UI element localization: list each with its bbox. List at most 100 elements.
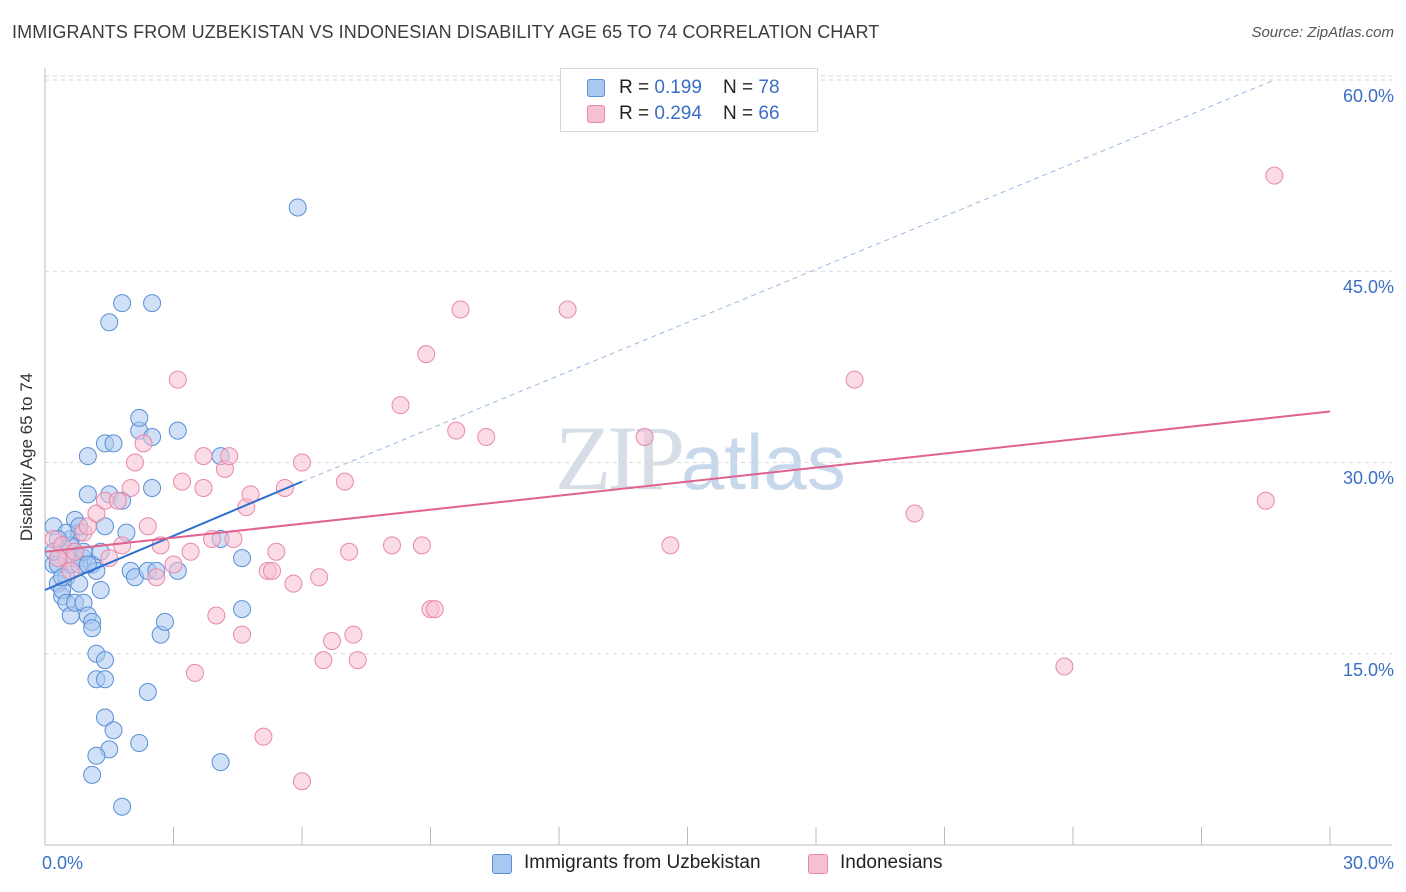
indonesians-point	[322, 632, 341, 650]
uzbekistan-point	[104, 721, 123, 740]
indonesians-point	[1265, 166, 1284, 185]
bottom-legend-label-indonesians: Indonesians	[840, 852, 943, 873]
watermark-zip: ZIP	[555, 407, 685, 509]
uzbekistan-point	[78, 447, 97, 466]
indonesians-point	[185, 663, 204, 682]
uzbekistan-point	[288, 198, 307, 217]
uzbekistan-point	[143, 479, 162, 497]
indonesians-point	[125, 453, 144, 472]
indonesians-point	[113, 536, 132, 555]
uzbekistan-point	[233, 549, 252, 568]
legend-row-uzbekistan: R = 0.199 N = 78	[561, 75, 817, 101]
indonesians-point	[233, 625, 252, 644]
bottom-legend-uzbekistan: Immigrants from Uzbekistan	[492, 852, 782, 876]
legend-text-uzbekistan: R = 0.199 N = 78	[619, 77, 780, 99]
indonesians-point	[254, 727, 273, 746]
uzbekistan-point	[83, 619, 102, 638]
bottom-legend-swatch-indonesians	[808, 854, 828, 874]
uzbekistan-point	[95, 708, 114, 727]
legend-r-label: R =	[619, 103, 655, 124]
indonesians-trend-line	[44, 410, 1331, 553]
y-tick-label: 45.0%	[1342, 277, 1394, 297]
indonesians-point	[293, 772, 311, 791]
indonesians-point	[267, 542, 286, 561]
indonesians-point	[121, 479, 140, 497]
indonesians-point	[661, 536, 680, 555]
indonesians-point	[412, 536, 431, 555]
uzbekistan-point	[83, 765, 102, 784]
indonesians-point	[391, 396, 410, 415]
indonesians-point	[181, 542, 200, 561]
indonesians-point	[477, 428, 496, 446]
watermark: ZIPatlas	[555, 405, 846, 511]
y-axis-label: Disability Age 65 to 74	[17, 372, 36, 542]
indonesians-point	[284, 574, 303, 593]
legend-n-value: 78	[758, 77, 780, 98]
bottom-legend-indonesians: Indonesians	[808, 852, 968, 876]
y-tick-label: 30.0%	[1342, 468, 1394, 488]
indonesians-point	[173, 472, 192, 491]
data-points	[44, 166, 1284, 816]
legend-row-indonesians: R = 0.294 N = 66	[561, 101, 817, 127]
indonesians-point	[168, 370, 187, 389]
uzbekistan-point	[130, 734, 149, 752]
chart-source: Source: ZipAtlas.com	[1251, 24, 1394, 41]
chart-title: IMMIGRANTS FROM UZBEKISTAN VS INDONESIAN…	[12, 22, 880, 42]
indonesians-point	[147, 568, 166, 587]
uzbekistan-point	[95, 670, 114, 689]
indonesians-point	[194, 447, 213, 466]
indonesians-point	[48, 549, 67, 568]
indonesians-point	[194, 479, 213, 497]
uzbekistan-point	[104, 434, 123, 453]
indonesians-point	[263, 561, 282, 580]
indonesians-point	[1256, 491, 1275, 510]
indonesians-point	[138, 517, 157, 536]
indonesians-point	[314, 651, 333, 670]
indonesians-point	[164, 555, 183, 574]
indonesians-point	[78, 517, 97, 536]
x-tick-label: 30.0%	[1342, 853, 1394, 873]
indonesians-point	[134, 434, 153, 453]
uzbekistan-point	[130, 408, 149, 427]
indonesians-point	[87, 504, 106, 523]
indonesians-point	[220, 447, 239, 466]
legend-n-label: N =	[723, 103, 759, 124]
indonesians-point	[340, 542, 359, 561]
uzbekistan-point	[100, 313, 119, 332]
indonesians-point	[635, 428, 654, 446]
uzbekistan-point	[113, 797, 132, 816]
axes	[44, 68, 1392, 846]
correlation-legend: R = 0.199 N = 78 R = 0.294 N = 66	[560, 68, 818, 132]
indonesians-point	[558, 300, 577, 319]
uzbekistan-point	[155, 612, 174, 631]
indonesians-point	[310, 568, 329, 587]
trend-lines	[44, 79, 1331, 591]
indonesians-point	[382, 536, 401, 555]
uzbekistan-point	[113, 294, 132, 313]
indonesians-point	[447, 421, 466, 440]
uzbekistan-point	[138, 683, 157, 701]
indonesians-point	[335, 472, 354, 491]
indonesians-point	[905, 504, 924, 523]
uzbekistan-trend-line	[44, 480, 303, 591]
indonesians-point	[207, 606, 226, 625]
legend-n-value: 66	[758, 103, 780, 124]
uzbekistan-trend-extension	[301, 79, 1275, 483]
bottom-legend-label-uzbekistan: Immigrants from Uzbekistan	[524, 852, 761, 873]
indonesians-point	[425, 600, 444, 619]
uzbekistan-point	[168, 421, 187, 440]
indonesians-point	[451, 300, 470, 319]
legend-r-value: 0.294	[654, 103, 702, 124]
indonesians-point	[845, 370, 864, 389]
indonesians-point	[100, 549, 119, 568]
y-tick-label: 15.0%	[1342, 660, 1394, 680]
uzbekistan-point	[95, 651, 114, 670]
uzbekistan-point	[233, 600, 252, 619]
indonesians-point	[348, 651, 367, 670]
legend-swatch-uzbekistan	[587, 79, 605, 97]
indonesians-point	[224, 530, 243, 548]
uzbekistan-point	[78, 485, 97, 504]
y-tick-label: 60.0%	[1342, 86, 1394, 106]
uzbekistan-point	[211, 753, 230, 772]
